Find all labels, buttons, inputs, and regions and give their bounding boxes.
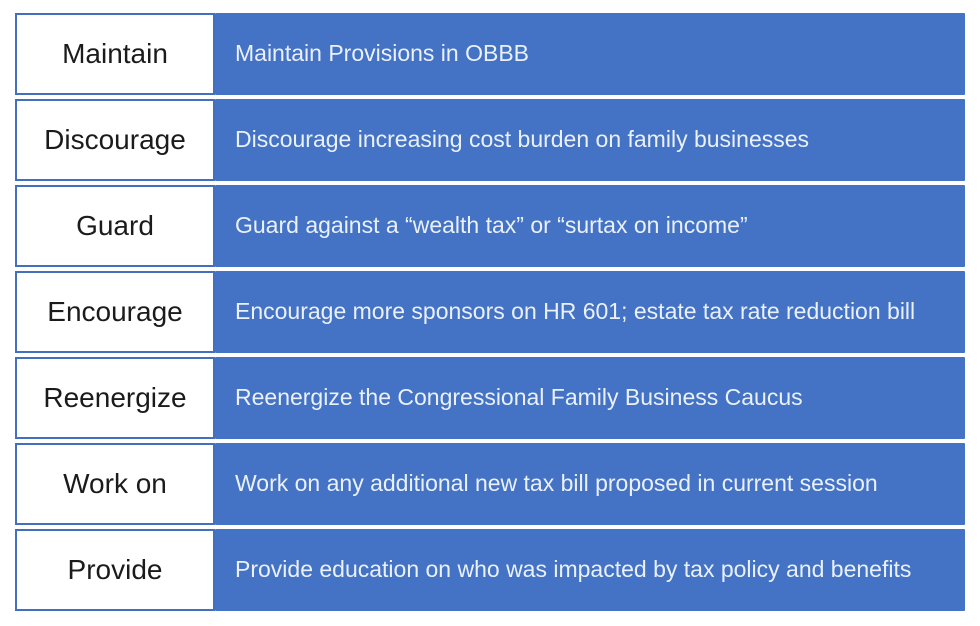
table-row: Maintain Maintain Provisions in OBBB — [15, 13, 965, 95]
row-description: Maintain Provisions in OBBB — [235, 40, 530, 67]
row-description-bar: Discourage increasing cost burden on fam… — [215, 99, 965, 181]
row-label-box: Guard — [15, 185, 215, 267]
row-description-bar: Reenergize the Congressional Family Busi… — [215, 357, 965, 439]
row-description-bar: Maintain Provisions in OBBB — [215, 13, 965, 95]
row-label: Guard — [76, 209, 154, 241]
row-description: Guard against a “wealth tax” or “surtax … — [235, 212, 748, 239]
row-label: Encourage — [47, 295, 183, 327]
row-description: Work on any additional new tax bill prop… — [235, 470, 878, 497]
row-label-box: Maintain — [15, 13, 215, 95]
table-row: Work on Work on any additional new tax b… — [15, 443, 965, 525]
table-row: Provide Provide education on who was imp… — [15, 529, 965, 611]
row-label: Discourage — [44, 123, 186, 155]
table-row: Guard Guard against a “wealth tax” or “s… — [15, 185, 965, 267]
row-description-bar: Guard against a “wealth tax” or “surtax … — [215, 185, 965, 267]
row-label: Maintain — [62, 37, 168, 69]
row-label-box: Work on — [15, 443, 215, 525]
row-description-bar: Work on any additional new tax bill prop… — [215, 443, 965, 525]
row-description-bar: Provide education on who was impacted by… — [215, 529, 965, 611]
row-label: Reenergize — [43, 381, 187, 413]
priority-table: Maintain Maintain Provisions in OBBB Dis… — [15, 13, 965, 611]
table-row: Encourage Encourage more sponsors on HR … — [15, 271, 965, 353]
row-label: Work on — [63, 467, 167, 499]
row-label: Provide — [67, 553, 163, 585]
row-description: Discourage increasing cost burden on fam… — [235, 126, 810, 153]
row-label-box: Reenergize — [15, 357, 215, 439]
row-description: Reenergize the Congressional Family Busi… — [235, 384, 803, 411]
table-row: Reenergize Reenergize the Congressional … — [15, 357, 965, 439]
row-description: Provide education on who was impacted by… — [235, 556, 912, 583]
row-description: Encourage more sponsors on HR 601; estat… — [235, 298, 916, 325]
row-label-box: Discourage — [15, 99, 215, 181]
row-description-bar: Encourage more sponsors on HR 601; estat… — [215, 271, 965, 353]
row-label-box: Provide — [15, 529, 215, 611]
table-row: Discourage Discourage increasing cost bu… — [15, 99, 965, 181]
row-label-box: Encourage — [15, 271, 215, 353]
